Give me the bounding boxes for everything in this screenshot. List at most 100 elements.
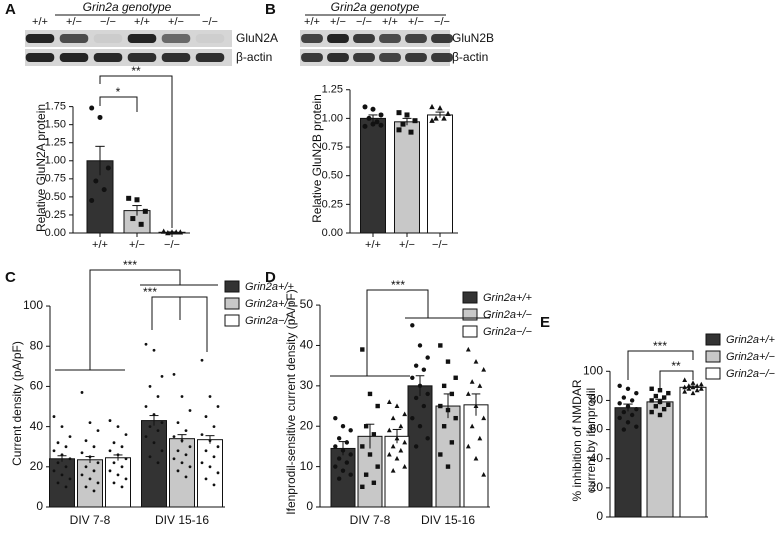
panel-letter: C [5,269,16,286]
data-point [429,103,435,110]
data-point [172,372,176,376]
data-point [176,469,180,473]
significance-label: *** [123,258,137,272]
data-point [204,477,208,481]
lane-label: +/− [168,16,184,28]
lane-label: +/+ [304,16,320,28]
blot-band [93,53,123,62]
legend-swatch [705,350,721,363]
data-point [80,451,84,455]
y-axis-label: current by ifenprodil [584,388,598,493]
data-point [152,413,156,416]
data-point [340,448,346,453]
data-point [89,198,95,203]
data-point [429,117,435,123]
data-point [93,178,99,184]
data-point [212,425,216,429]
data-point [344,460,350,465]
data-point [649,409,654,415]
data-point [108,419,112,422]
data-point [188,409,192,412]
y-tick-label: 1.50 [45,119,66,131]
data-point [96,481,100,485]
data-point [92,445,96,449]
data-point [363,472,369,477]
data-point [625,386,631,391]
data-point [653,404,659,409]
data-point [661,395,667,400]
lane-label: −/− [202,16,218,28]
data-point [156,461,160,465]
data-point [396,110,402,116]
bar [679,386,707,518]
data-point [375,403,380,409]
data-point [84,465,88,469]
data-point [52,469,56,473]
data-point [112,481,116,485]
y-axis-label: Current density (pA/pF) [10,341,24,466]
data-point [621,427,627,432]
data-point [621,395,627,400]
bar [105,457,131,508]
y-tick-label: 30 [300,378,314,392]
data-point [617,415,622,421]
blot-band [59,34,89,43]
data-point [88,421,92,424]
legend-swatch [224,314,240,327]
y-tick-label: 0.25 [322,198,343,210]
blot-band [301,34,323,43]
data-point [88,477,92,481]
data-point [690,384,696,390]
legend-swatch [224,297,240,310]
y-tick-label: 100 [23,298,43,312]
data-point [694,383,700,388]
data-point [216,445,220,449]
bar [360,117,386,234]
legend-swatch [462,325,478,338]
data-point [362,104,368,110]
data-point [425,355,430,360]
data-point [336,476,342,481]
data-point [437,105,443,111]
data-point [333,464,338,469]
data-point [130,216,136,222]
data-point [657,388,663,393]
data-point [473,455,479,461]
y-tick-label: 0.50 [322,170,343,182]
data-point [653,393,659,399]
data-point [177,229,184,235]
legend-label: Grin2a+/+ [726,334,775,346]
x-tick-label: +/− [129,239,145,251]
data-point [60,425,64,429]
data-point [477,383,483,388]
blot-band [353,53,375,62]
data-point [413,363,419,368]
data-point [112,441,116,445]
data-point [477,435,483,441]
significance-label: ** [671,359,681,373]
y-tick-label: 40 [30,419,44,433]
data-point [386,399,392,404]
y-axis-label: Ifenprodil-sensitive current density (pA… [284,289,298,514]
data-point [469,423,475,429]
y-tick-label: 40 [590,451,604,465]
data-point [629,412,635,418]
data-point [690,380,696,385]
x-tick-label: DIV 15-16 [421,513,475,527]
y-tick-label: 0.25 [45,209,66,221]
blot-band [327,34,349,43]
y-tick-label: 40 [300,338,314,352]
data-point [148,385,152,388]
y-tick-label: 10 [300,459,314,473]
data-point [390,443,396,449]
blot-band [161,34,191,43]
data-point [629,398,635,403]
data-point [398,447,404,453]
x-tick-label: +/+ [92,239,108,251]
y-axis-label: Relative GluN2B protein [310,94,324,223]
data-point [360,444,365,449]
data-point [160,228,167,234]
data-point [473,358,479,364]
data-point [142,208,148,214]
